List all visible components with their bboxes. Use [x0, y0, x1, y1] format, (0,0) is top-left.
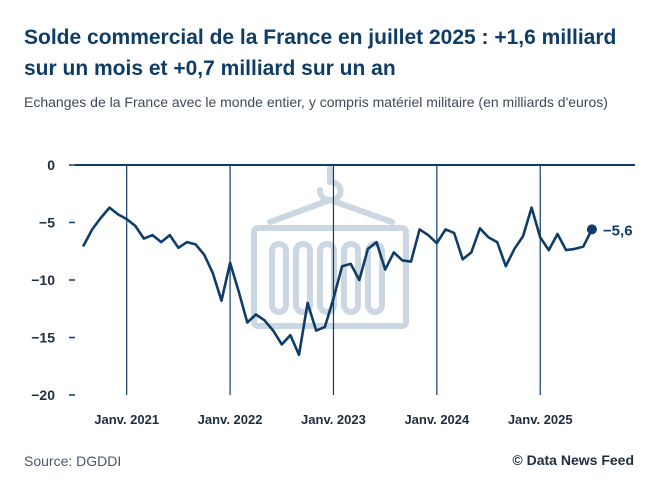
end-point	[586, 224, 597, 235]
y-tick-label: −5	[39, 215, 55, 231]
shipping-container-crane-icon	[251, 165, 409, 329]
y-tick-label: 0	[47, 157, 55, 173]
page-title: Solde commercial de la France en juillet…	[24, 26, 617, 80]
x-tick-label: Janv. 2022	[198, 412, 263, 427]
x-tick-label: Janv. 2025	[508, 412, 573, 427]
credit-note: © Data News Feed	[512, 452, 634, 468]
source-note: Source: DGDDI	[24, 453, 122, 469]
x-tick-label: Janv. 2021	[94, 412, 159, 427]
y-tick-label: −10	[31, 272, 55, 288]
x-axis-ticks: Janv. 2021 Janv. 2022 Janv. 2023 Janv. 2024…	[94, 412, 572, 427]
y-tick-label: −20	[31, 387, 55, 403]
end-value-label: −5,6	[603, 222, 633, 239]
x-tick-label: Janv. 2023	[301, 412, 366, 427]
series-layer: −5,6	[82, 206, 633, 357]
grid-lines	[75, 164, 635, 395]
series-line	[82, 206, 594, 357]
y-tick-label: −15	[31, 330, 55, 346]
page-subtitle: Echanges de la France avec le monde enti…	[24, 94, 608, 110]
x-tick-label: Janv. 2024	[404, 412, 470, 427]
y-axis-ticks: 0 −5 −10 −15 −20	[31, 157, 75, 403]
